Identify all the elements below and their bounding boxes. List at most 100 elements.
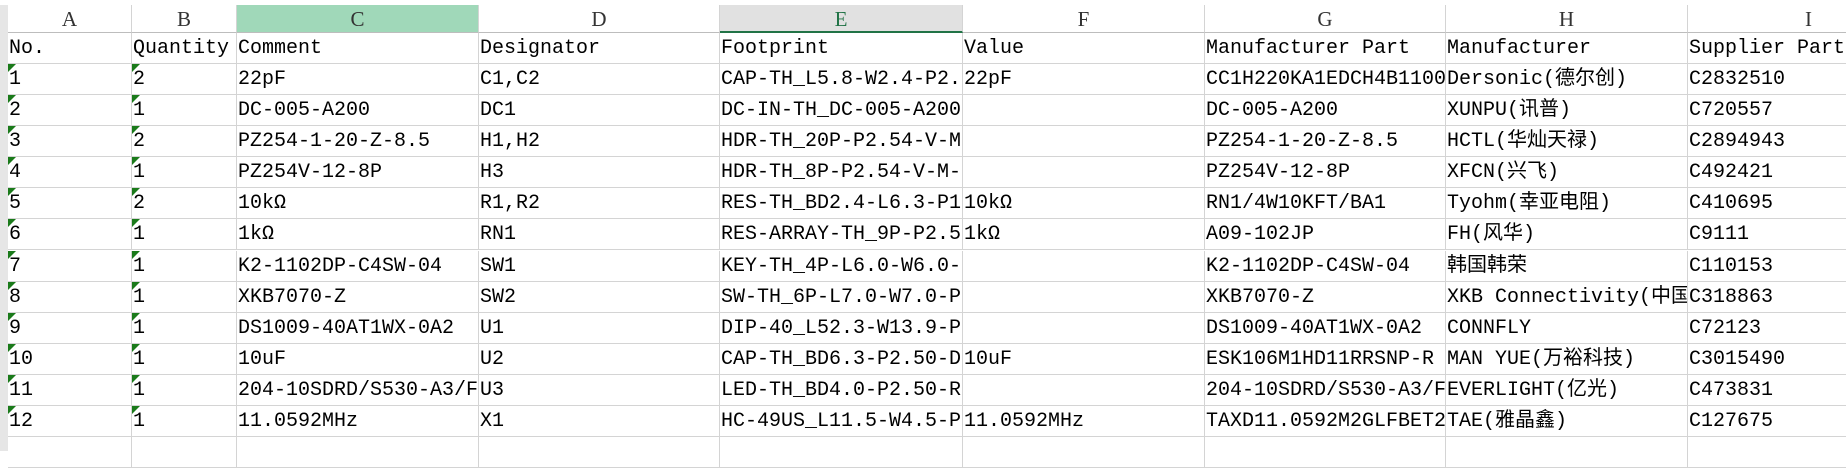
table-cell-c[interactable]: PZ254-1-20-Z-8.5	[237, 126, 479, 158]
table-cell-c[interactable]: 22pF	[237, 64, 479, 96]
table-cell-b[interactable]: 1	[132, 219, 237, 251]
table-cell-i[interactable]: C318863	[1688, 282, 1846, 313]
table-cell-i[interactable]: C2832510	[1688, 64, 1846, 96]
table-cell-g[interactable]: PZ254-1-20-Z-8.5	[1205, 126, 1446, 158]
table-cell-e[interactable]: CAP-TH_BD6.3-P2.50-D	[720, 343, 963, 375]
header-cell-c[interactable]: Comment	[237, 33, 479, 64]
table-cell-i[interactable]: C720557	[1688, 95, 1846, 127]
table-cell-f[interactable]	[963, 374, 1205, 406]
table-cell-d[interactable]: R1,R2	[479, 188, 720, 220]
table-cell-b[interactable]: 1	[132, 250, 237, 282]
table-cell-d[interactable]: H3	[479, 157, 720, 189]
table-cell-i[interactable]: C410695	[1688, 188, 1846, 220]
table-cell-f[interactable]	[963, 95, 1205, 127]
table-cell-d[interactable]: H1,H2	[479, 126, 720, 158]
empty-cell[interactable]	[1446, 437, 1688, 468]
table-cell-g[interactable]: XKB7070-Z	[1205, 281, 1446, 313]
table-cell-b[interactable]: 2	[132, 126, 237, 158]
table-cell-e[interactable]: HDR-TH_20P-P2.54-V-M	[720, 126, 963, 158]
table-cell-f[interactable]	[963, 312, 1205, 344]
table-cell-a[interactable]: 11	[8, 374, 132, 406]
empty-cell[interactable]	[479, 437, 720, 468]
table-cell-c[interactable]: 10uF	[237, 343, 479, 375]
table-cell-e[interactable]: RES-TH_BD2.4-L6.3-P1	[720, 188, 963, 220]
table-cell-f[interactable]	[963, 250, 1205, 282]
table-cell-e[interactable]: RES-ARRAY-TH_9P-P2.5	[720, 219, 963, 251]
table-cell-a[interactable]: 5	[8, 188, 132, 220]
column-header-d[interactable]: D	[479, 5, 720, 33]
column-header-b[interactable]: B	[132, 5, 237, 33]
table-cell-b[interactable]: 1	[132, 312, 237, 344]
header-cell-h[interactable]: Manufacturer	[1446, 33, 1688, 64]
table-cell-d[interactable]: U1	[479, 312, 720, 344]
table-cell-h[interactable]: XUNPU(讯普)	[1446, 95, 1688, 127]
table-cell-e[interactable]: CAP-TH_L5.8-W2.4-P2.	[720, 64, 963, 96]
table-cell-d[interactable]: X1	[479, 405, 720, 437]
table-cell-g[interactable]: TAXD11.0592M2GLFBET2	[1205, 405, 1446, 437]
table-cell-i[interactable]: C110153	[1688, 251, 1846, 282]
table-cell-b[interactable]: 2	[132, 64, 237, 96]
column-header-c[interactable]: C	[237, 5, 479, 33]
column-header-e[interactable]: E	[720, 5, 963, 33]
column-header-g[interactable]: G	[1205, 5, 1446, 33]
table-cell-i[interactable]: C127675	[1688, 406, 1846, 437]
table-cell-b[interactable]: 1	[132, 281, 237, 313]
table-cell-e[interactable]: DIP-40_L52.3-W13.9-P	[720, 312, 963, 344]
table-cell-a[interactable]: 8	[8, 281, 132, 313]
table-cell-f[interactable]: 11.0592MHz	[963, 405, 1205, 437]
header-cell-e[interactable]: Footprint	[720, 33, 963, 64]
table-cell-b[interactable]: 1	[132, 374, 237, 406]
table-cell-h[interactable]: XKB Connectivity(中国	[1446, 281, 1688, 313]
table-cell-a[interactable]: 9	[8, 312, 132, 344]
table-cell-c[interactable]: 204-10SDRD/S530-A3/F	[237, 374, 479, 406]
column-header-h[interactable]: H	[1446, 5, 1688, 33]
table-cell-h[interactable]: EVERLIGHT(亿光)	[1446, 374, 1688, 406]
table-cell-g[interactable]: DC-005-A200	[1205, 95, 1446, 127]
table-cell-i[interactable]: C473831	[1688, 375, 1846, 406]
table-cell-b[interactable]: 1	[132, 157, 237, 189]
table-cell-h[interactable]: MAN YUE(万裕科技)	[1446, 343, 1688, 375]
table-cell-a[interactable]: 10	[8, 343, 132, 375]
table-cell-g[interactable]: PZ254V-12-8P	[1205, 157, 1446, 189]
table-cell-f[interactable]: 1kΩ	[963, 219, 1205, 251]
table-cell-c[interactable]: 11.0592MHz	[237, 405, 479, 437]
table-cell-g[interactable]: DS1009-40AT1WX-0A2	[1205, 312, 1446, 344]
header-cell-b[interactable]: Quantity	[132, 33, 237, 64]
table-cell-f[interactable]: 10uF	[963, 343, 1205, 375]
table-cell-e[interactable]: HDR-TH_8P-P2.54-V-M-	[720, 157, 963, 189]
header-cell-a[interactable]: No.	[8, 33, 132, 64]
table-cell-i[interactable]: C3015490	[1688, 344, 1846, 375]
header-cell-f[interactable]: Value	[963, 33, 1205, 64]
table-cell-a[interactable]: 1	[8, 64, 132, 96]
table-cell-e[interactable]: LED-TH_BD4.0-P2.50-R	[720, 374, 963, 406]
table-cell-g[interactable]: K2-1102DP-C4SW-04	[1205, 250, 1446, 282]
table-cell-c[interactable]: K2-1102DP-C4SW-04	[237, 250, 479, 282]
table-cell-e[interactable]: SW-TH_6P-L7.0-W7.0-P	[720, 281, 963, 313]
table-cell-d[interactable]: SW2	[479, 281, 720, 313]
table-cell-h[interactable]: HCTL(华灿天禄)	[1446, 126, 1688, 158]
table-cell-f[interactable]: 22pF	[963, 64, 1205, 96]
table-cell-c[interactable]: DC-005-A200	[237, 95, 479, 127]
table-cell-a[interactable]: 3	[8, 126, 132, 158]
table-cell-f[interactable]	[963, 281, 1205, 313]
table-cell-f[interactable]	[963, 157, 1205, 189]
table-cell-a[interactable]: 2	[8, 95, 132, 127]
header-cell-i[interactable]: Supplier Part	[1688, 33, 1846, 64]
empty-cell[interactable]	[132, 437, 237, 468]
table-cell-f[interactable]	[963, 126, 1205, 158]
table-cell-d[interactable]: SW1	[479, 250, 720, 282]
table-cell-e[interactable]: KEY-TH_4P-L6.0-W6.0-	[720, 250, 963, 282]
table-cell-e[interactable]: DC-IN-TH_DC-005-A200	[720, 95, 963, 127]
column-header-a[interactable]: A	[8, 5, 132, 33]
table-cell-d[interactable]: U2	[479, 343, 720, 375]
table-cell-g[interactable]: CC1H220KA1EDCH4B1100	[1205, 64, 1446, 96]
table-cell-c[interactable]: DS1009-40AT1WX-0A2	[237, 312, 479, 344]
empty-cell[interactable]	[1205, 437, 1446, 468]
table-cell-i[interactable]: C9111	[1688, 219, 1846, 251]
header-cell-g[interactable]: Manufacturer Part	[1205, 33, 1446, 64]
table-cell-h[interactable]: TAE(雅晶鑫)	[1446, 405, 1688, 437]
table-cell-h[interactable]: CONNFLY	[1446, 312, 1688, 344]
table-cell-g[interactable]: RN1/4W10KFT/BA1	[1205, 188, 1446, 220]
table-cell-a[interactable]: 7	[8, 250, 132, 282]
table-cell-a[interactable]: 4	[8, 157, 132, 189]
